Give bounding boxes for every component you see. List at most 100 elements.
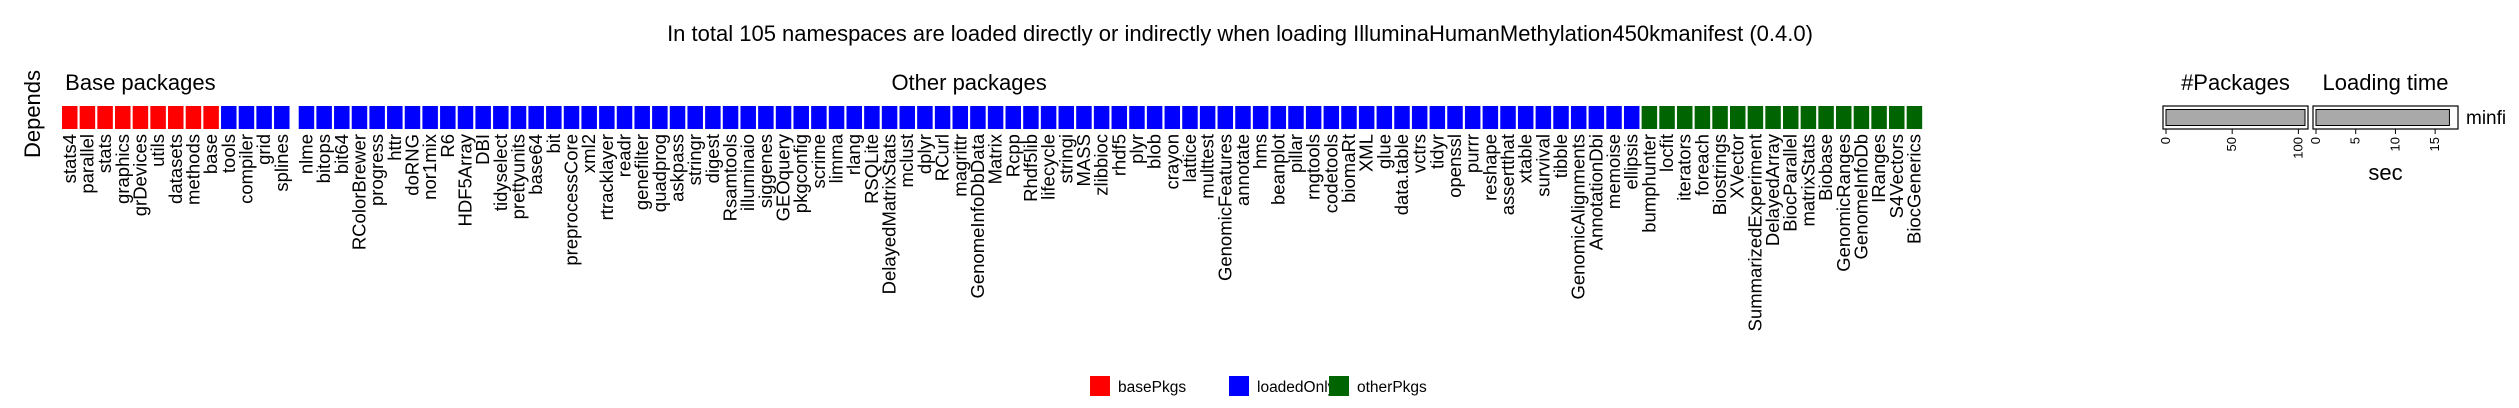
cell-parallel [79,106,96,129]
cell-genefilter [634,106,650,129]
package-label: compiler [235,134,256,204]
package-label: tools [218,134,239,173]
cell-beanplot [1270,106,1287,129]
cell-askpass [669,106,686,129]
package-label: quadprog [649,134,670,212]
package-label: lattice [1179,134,1200,182]
package-labels: stats4parallelstatsgraphicsgrDevicesutil… [59,133,1925,331]
package-label: graphics [112,134,133,204]
package-label: httr [384,134,405,161]
package-label: codetools [1320,134,1341,213]
group-label-other-packages: Other packages [891,70,1046,95]
cell-utils [150,106,166,129]
package-label: iterators [1674,134,1695,201]
cell-stats [97,106,113,129]
cell-multtest [1199,106,1216,129]
cell-rhdf5lib [1023,106,1039,129]
summary-bars: #Packages 0 50 100 Loading time 0 5 10 15 sec minf… [2158,70,2506,185]
package-label: RCurl [932,134,953,181]
cell-bit64 [334,106,350,129]
legend: basePkgs loadedOnly otherPkgs [1090,376,1427,396]
package-label: splines [271,134,292,192]
tick-label: 5 [2348,137,2363,144]
package-label: progress [366,134,387,206]
cell-compiler [238,106,255,129]
row-label-depends: Depends [20,70,45,158]
cell-prettyunits [510,106,527,129]
cell-biocgenerics [1906,106,1923,129]
cell-r6 [440,106,456,129]
cell-zlibbioc [1093,106,1110,129]
package-label: glue [1373,134,1394,169]
cell-pillar [1288,106,1304,129]
package-label: Biostrings [1709,134,1730,215]
tick-label: 0 [2158,137,2173,144]
package-label: nlme [295,134,316,174]
package-label: parallel [76,134,97,194]
cell-genomeinfodbdata [970,106,986,129]
package-label: askpass [667,134,688,202]
cell-biostrings [1712,106,1728,129]
cell-base [203,106,219,129]
cell-tools [221,106,237,129]
package-label: dplyr [914,134,935,174]
package-label: bitops [313,134,334,183]
package-label: locfit [1656,134,1677,172]
package-label: BiocParallel [1780,134,1801,232]
package-label: vctrs [1409,134,1430,173]
package-label: illuminaio [737,134,758,211]
legend-swatch-basepkgs [1090,376,1110,396]
package-label: memoise [1603,134,1624,209]
package-label: matrixStats [1797,134,1818,227]
package-label: DelayedMatrixStats [879,134,900,294]
package-label: limma [826,133,847,183]
legend-label-basepkgs: basePkgs [1118,379,1186,396]
cell-dorng [404,106,421,129]
cell-codetools [1323,106,1340,129]
cell-rsamtools [722,106,739,129]
package-label: stats4 [59,134,80,183]
cell-illuminaio [740,106,756,129]
cell-magrittr [952,106,968,129]
cell-geoquery [775,106,792,129]
package-label: rngtools [1303,134,1324,200]
cell-tidyselect [493,106,509,129]
package-label: GenomeInfoDb [1850,134,1871,259]
cell-stringi [1058,106,1075,129]
cell-memoise [1606,106,1622,129]
package-label: doRNG [401,134,422,196]
chart-title: In total 105 namespaces are loaded direc… [667,21,1813,46]
cell-dbi [475,106,491,129]
package-label: hms [1250,134,1271,169]
cell-vctrs [1411,106,1428,129]
package-label: RSQLite [861,134,882,204]
cell-rhdf5 [1111,106,1128,129]
package-label: MASS [1073,134,1094,186]
package-label: XML [1356,134,1377,172]
cell-rtracklayer [599,106,615,129]
package-label: methods [182,134,203,205]
package-label: GenomicAlignments [1568,134,1589,300]
tick-label: 10 [2387,137,2402,151]
package-label: survival [1532,134,1553,197]
cell-openssl [1447,106,1463,129]
cell-dplyr [917,106,933,129]
cell-crayon [1164,106,1181,129]
cell-pkgconfig [793,106,809,129]
package-label: purrr [1462,134,1483,173]
package-label: plyr [1126,134,1147,164]
cell-genomicalignments [1570,106,1587,129]
package-label: xml2 [578,134,599,173]
cell-siggenes [758,106,774,129]
package-label: reshape [1479,134,1500,201]
summary-row-name: minfi [2466,108,2506,129]
cell-data-table [1394,106,1410,129]
package-label: tibble [1550,134,1571,178]
cell-rcpp [1005,106,1022,129]
cell-xml [1358,106,1375,129]
cell-summarizedexperiment [1747,106,1764,129]
package-label: tidyr [1426,134,1447,169]
cell-mass [1076,106,1092,129]
cell-lattice [1182,106,1198,129]
cell-rsqlite [864,106,880,129]
